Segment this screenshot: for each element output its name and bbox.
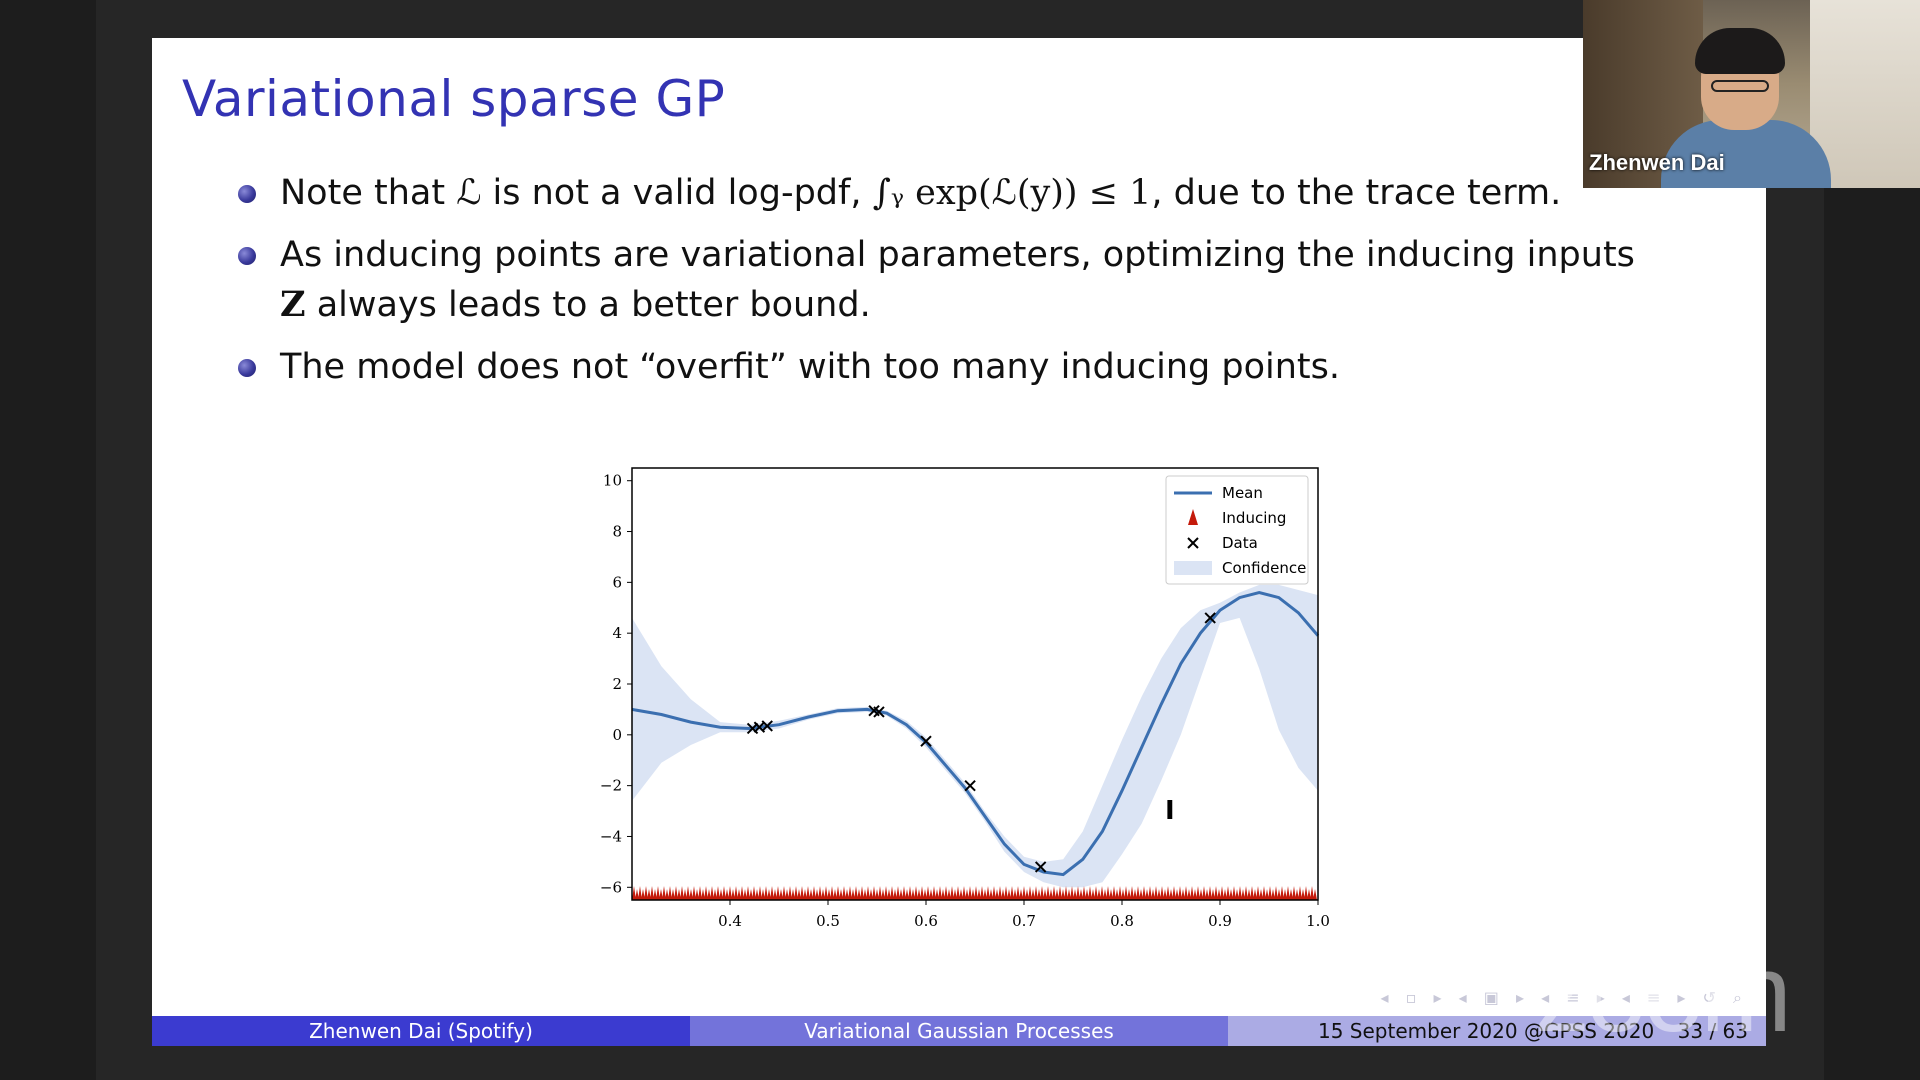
- legend-inducing-swatch: [1188, 509, 1198, 525]
- bullet-text: Note that: [280, 173, 457, 213]
- data-point-marker: [964, 779, 976, 792]
- x-tick-label: 0.4: [718, 912, 742, 930]
- bullet-list: Note that ℒ is not a valid log-pdf, ∫ᵧ e…: [238, 168, 1658, 404]
- text-cursor-icon: I: [1165, 796, 1175, 826]
- footer-date-page: 15 September 2020 @GPSS 2020 33 / 63: [1228, 1016, 1766, 1046]
- y-tick-label: 8: [612, 523, 622, 541]
- footer-author: Zhenwen Dai (Spotify): [152, 1016, 690, 1046]
- zoom-watermark-logo: zoom: [1535, 932, 1792, 1055]
- y-tick-label: −6: [600, 878, 622, 896]
- confidence-band: [632, 584, 1318, 888]
- y-tick-label: −4: [600, 827, 622, 845]
- legend-label: Confidence: [1222, 559, 1306, 577]
- participant-name: Zhenwen Dai: [1589, 150, 1725, 175]
- slide-footer: Zhenwen Dai (Spotify) Variational Gaussi…: [152, 1016, 1766, 1046]
- video-background-window: [1810, 0, 1920, 188]
- x-tick-label: 0.9: [1208, 912, 1232, 930]
- y-tick-label: 10: [603, 472, 622, 490]
- y-tick-label: 4: [612, 624, 622, 642]
- bullet-item: As inducing points are variational param…: [238, 230, 1658, 330]
- x-tick-label: 0.6: [914, 912, 938, 930]
- footer-date: 15 September 2020 @GPSS 2020: [1318, 1019, 1655, 1043]
- data-point-marker: [1034, 861, 1047, 873]
- y-tick-label: −2: [600, 777, 622, 795]
- inducing-points-series: [632, 886, 1317, 900]
- data-point-marker: [920, 735, 932, 747]
- bullet-text: The model does not “overfit” with too ma…: [280, 347, 1340, 387]
- gp-plot: −6 −4 −2 0 2 4 6 8 10 0.4 0.5 0.6 0.7 0.8 0.9 1.0 Mean In…: [600, 467, 1330, 930]
- bullet-text: As inducing points are variational param…: [280, 235, 1635, 275]
- bullet-text: always leads to a better bound.: [305, 285, 871, 325]
- left-dark-margin: [0, 0, 96, 1080]
- x-tick-label: 0.5: [816, 912, 840, 930]
- presentation-slide: Variational sparse GP Note that ℒ is not…: [152, 38, 1766, 1046]
- bullet-item: Note that ℒ is not a valid log-pdf, ∫ᵧ e…: [238, 168, 1658, 218]
- bullet-text: , due to the trace term.: [1151, 173, 1562, 213]
- bullet-dot-icon: [238, 247, 256, 265]
- data-point-marker: [1204, 612, 1216, 624]
- y-tick-label: 6: [612, 573, 622, 591]
- x-tick-label: 0.8: [1110, 912, 1134, 930]
- bullet-item: The model does not “overfit” with too ma…: [238, 342, 1658, 392]
- data-point-marker: [873, 706, 885, 718]
- math-symbol: ℒ: [456, 173, 482, 213]
- bullet-text: is not a valid log-pdf,: [481, 173, 873, 213]
- math-symbol: Z: [280, 284, 306, 325]
- participant-shirt: [1661, 120, 1831, 188]
- bullet-dot-icon: [238, 185, 256, 203]
- math-formula: ∫ᵧ exp(ℒ(y)) ≤ 1: [872, 173, 1152, 213]
- x-tick-label: 0.7: [1012, 912, 1036, 930]
- data-point-marker: [761, 720, 773, 732]
- legend-box: [1165, 475, 1309, 585]
- participant-glasses: [1711, 80, 1769, 92]
- y-tick-label: 0: [612, 726, 622, 744]
- bullet-dot-icon: [238, 359, 256, 377]
- legend-label: Inducing: [1222, 509, 1286, 527]
- legend-label: Data: [1222, 534, 1258, 552]
- mean-line: [631, 590, 1320, 877]
- footer-page-number: 33 / 63: [1677, 1019, 1748, 1043]
- participant-hair: [1695, 28, 1785, 74]
- legend-confidence-swatch: [1174, 561, 1212, 575]
- beamer-navigation-icons[interactable]: ◂ ▫ ▸ ◂ ▣ ▸ ◂ ≡ ▸ ◂ ≡ ▸ ↺ ⌕: [1380, 988, 1748, 1007]
- slide-title: Variational sparse GP: [182, 70, 726, 128]
- legend-label: Mean: [1222, 484, 1263, 502]
- legend-data-swatch: [1187, 537, 1199, 549]
- participant-video-tile[interactable]: Zhenwen Dai: [1583, 0, 1920, 188]
- x-tick-label: 1.0: [1306, 912, 1330, 930]
- footer-talk-title: Variational Gaussian Processes: [690, 1016, 1228, 1046]
- y-tick-label: 2: [612, 675, 622, 693]
